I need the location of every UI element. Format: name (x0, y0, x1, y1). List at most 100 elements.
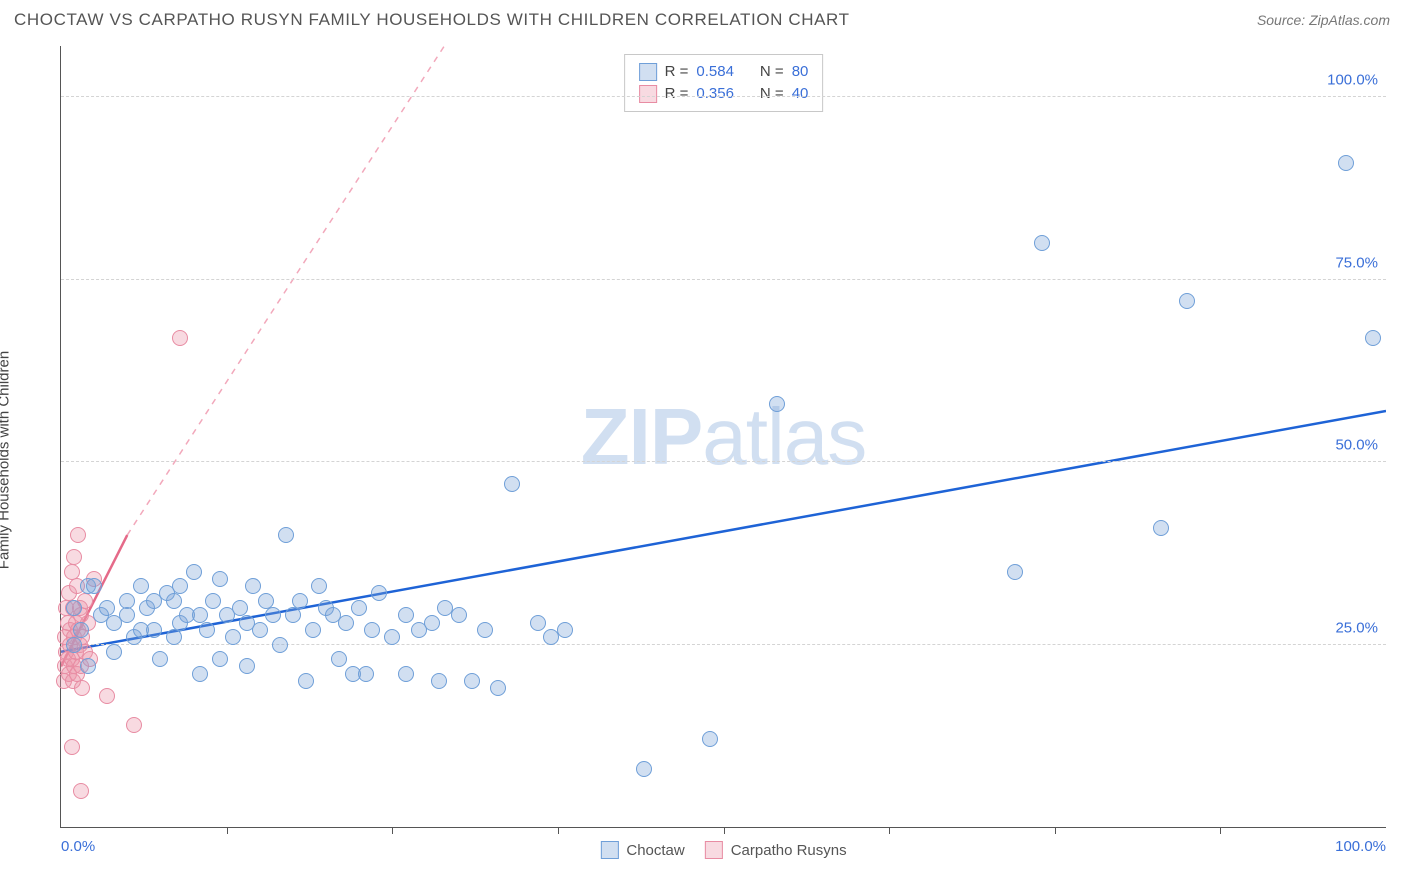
series-a-point (504, 476, 520, 492)
series-a-point (530, 615, 546, 631)
swatch-series-a (639, 63, 657, 81)
legend-label-a: Choctaw (626, 842, 684, 859)
series-b-point (74, 680, 90, 696)
r-value-a: 0.584 (696, 61, 734, 83)
swatch-series-b (639, 85, 657, 103)
series-a-point (166, 593, 182, 609)
series-a-point (1179, 293, 1195, 309)
x-tick (1220, 827, 1221, 834)
series-a-point (205, 593, 221, 609)
x-tick (227, 827, 228, 834)
series-a-point (119, 593, 135, 609)
series-a-point (212, 651, 228, 667)
n-value-a: 80 (792, 61, 809, 83)
r-value-b: 0.356 (696, 83, 734, 105)
n-label: N = (760, 61, 784, 83)
series-a-point (371, 585, 387, 601)
series-a-point (146, 622, 162, 638)
series-a-point (199, 622, 215, 638)
y-tick-label: 75.0% (1335, 254, 1378, 271)
y-axis-label: Family Households with Children (0, 351, 13, 569)
y-tick-label: 100.0% (1327, 72, 1378, 89)
series-a-point (245, 578, 261, 594)
series-a-point (106, 644, 122, 660)
series-a-point (258, 593, 274, 609)
series-a-point (398, 666, 414, 682)
series-a-point (490, 680, 506, 696)
x-tick (724, 827, 725, 834)
series-a-point (311, 578, 327, 594)
series-a-point (338, 615, 354, 631)
series-a-point (192, 666, 208, 682)
series-a-point (73, 622, 89, 638)
series-a-point (331, 651, 347, 667)
series-a-point (232, 600, 248, 616)
series-a-point (298, 673, 314, 689)
series-a-point (636, 761, 652, 777)
series-b-point (64, 564, 80, 580)
n-label: N = (760, 83, 784, 105)
series-b-point (126, 717, 142, 733)
x-tick (1055, 827, 1056, 834)
series-a-point (305, 622, 321, 638)
series-a-point (398, 607, 414, 623)
series-a-point (1338, 155, 1354, 171)
legend-stats-row-b: R = 0.356 N = 40 (639, 83, 809, 105)
y-tick-label: 25.0% (1335, 619, 1378, 636)
x-tick-label: 0.0% (61, 838, 95, 855)
series-a-point (66, 600, 82, 616)
legend-stats-row-a: R = 0.584 N = 80 (639, 61, 809, 83)
series-a-point (80, 658, 96, 674)
gridline-h (61, 96, 1386, 97)
legend-series: Choctaw Carpatho Rusyns (600, 841, 846, 859)
series-a-point (351, 600, 367, 616)
trend-lines (61, 46, 1386, 827)
gridline-h (61, 644, 1386, 645)
series-a-point (166, 629, 182, 645)
series-a-point (278, 527, 294, 543)
series-a-point (252, 622, 268, 638)
series-a-point (192, 607, 208, 623)
series-a-point (133, 578, 149, 594)
series-b-point (172, 330, 188, 346)
r-label: R = (665, 83, 689, 105)
legend-item-carpatho: Carpatho Rusyns (705, 841, 847, 859)
swatch-series-a (600, 841, 618, 859)
series-a-point (212, 571, 228, 587)
plot-area: Family Households with Children ZIPatlas… (14, 42, 1392, 878)
series-a-point (186, 564, 202, 580)
gridline-h (61, 461, 1386, 462)
series-a-point (292, 593, 308, 609)
x-tick (392, 827, 393, 834)
x-tick (558, 827, 559, 834)
series-a-point (1034, 235, 1050, 251)
chart-title: CHOCTAW VS CARPATHO RUSYN FAMILY HOUSEHO… (14, 10, 1392, 30)
legend-stats: R = 0.584 N = 80 R = 0.356 N = 40 (624, 54, 824, 112)
n-value-b: 40 (792, 83, 809, 105)
watermark: ZIPatlas (581, 391, 866, 483)
series-b-point (64, 739, 80, 755)
series-a-point (769, 396, 785, 412)
gridline-h (61, 279, 1386, 280)
series-a-point (364, 622, 380, 638)
series-a-point (239, 658, 255, 674)
series-b-point (99, 688, 115, 704)
series-b-point (70, 527, 86, 543)
series-a-point (225, 629, 241, 645)
x-tick-label: 100.0% (1335, 838, 1386, 855)
series-a-point (86, 578, 102, 594)
series-a-point (66, 637, 82, 653)
series-a-point (152, 651, 168, 667)
swatch-series-b (705, 841, 723, 859)
watermark-bold: ZIP (581, 392, 702, 481)
series-a-point (477, 622, 493, 638)
legend-item-choctaw: Choctaw (600, 841, 684, 859)
series-a-point (464, 673, 480, 689)
series-a-point (451, 607, 467, 623)
series-a-point (702, 731, 718, 747)
series-a-point (272, 637, 288, 653)
series-a-point (1007, 564, 1023, 580)
series-a-point (265, 607, 281, 623)
series-a-point (119, 607, 135, 623)
series-a-point (1153, 520, 1169, 536)
